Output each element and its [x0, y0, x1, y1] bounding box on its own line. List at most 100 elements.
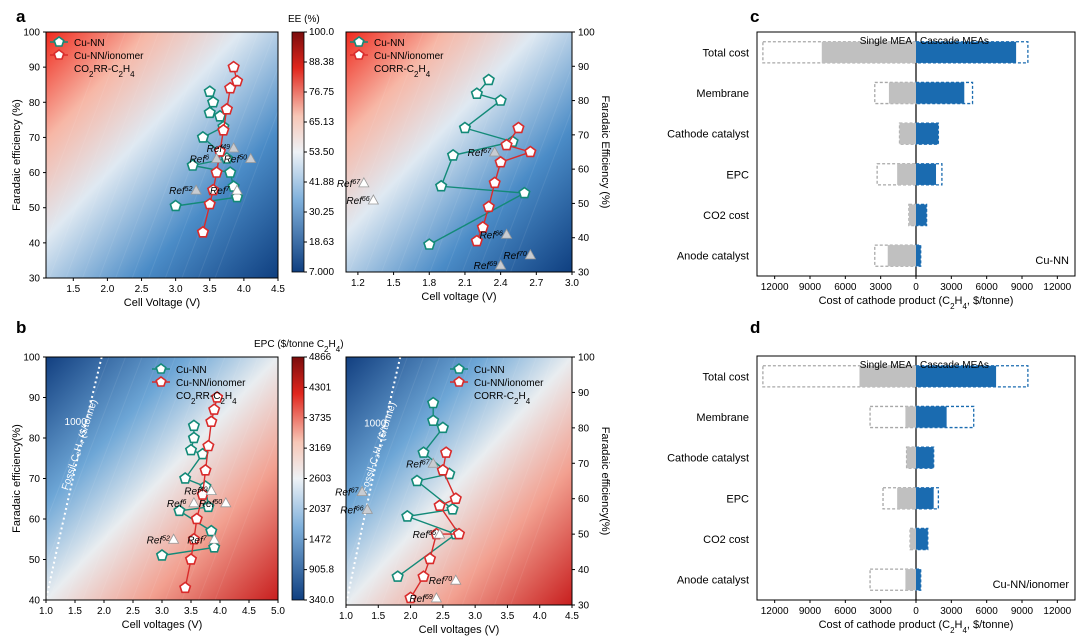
ref-label: Ref67 — [335, 487, 359, 499]
data-point — [470, 234, 484, 247]
ref-number: 7 — [226, 186, 231, 193]
x-tick-label: 9000 — [799, 282, 822, 293]
text-part: 2 — [514, 397, 519, 406]
y-tick-label: 60 — [29, 515, 41, 526]
data-point — [173, 504, 186, 517]
data-point — [53, 36, 65, 47]
contour-line — [32, 31, 127, 279]
colorbar-tick-label: 18.63 — [309, 237, 334, 248]
ref-number: 67 — [422, 459, 431, 466]
text-part: 4 — [232, 397, 237, 406]
y-tick-label: 90 — [29, 393, 41, 404]
y-tick-label: 40 — [29, 596, 41, 607]
y-axis-label: Faradaic efficiency(%) — [599, 427, 611, 536]
single-mea-bar — [887, 245, 916, 267]
single-mea-range — [762, 365, 917, 388]
ref-marker — [367, 194, 380, 205]
ref-marker — [208, 533, 220, 544]
colorbar-tick-label: 53.50 — [309, 147, 334, 158]
text-part: RR-C — [195, 391, 220, 402]
x-tick-label: 3000 — [870, 282, 893, 293]
ref-number: 6 — [205, 154, 209, 161]
colorbar-tick-label: 1472 — [309, 534, 332, 545]
x-tick-label: 1.8 — [422, 278, 436, 289]
category-label: Total cost — [703, 371, 749, 383]
ref-number: 66 — [362, 196, 370, 203]
heatmap-background — [46, 32, 278, 278]
x-tick-label: 4.5 — [242, 606, 256, 617]
legend-note: CORR-C2H4 — [374, 64, 431, 79]
x-tick-label: 1.5 — [371, 611, 385, 622]
data-point — [199, 463, 212, 476]
x-tick-label: 3.0 — [565, 278, 579, 289]
ref-number: 52 — [185, 186, 193, 193]
ref-label: Ref6 — [190, 154, 210, 166]
data-point — [203, 106, 216, 119]
colorbar-tick-label: 88.38 — [309, 57, 334, 68]
contour-line — [65, 356, 160, 601]
text-part: 2 — [220, 397, 225, 406]
x-tick-label: 2.5 — [436, 611, 450, 622]
ref-number: 52 — [162, 535, 170, 542]
ref-marker — [430, 592, 443, 603]
plot-frame — [345, 356, 573, 606]
x-tick-label: 4.0 — [237, 284, 251, 295]
text-part: 4 — [962, 626, 967, 635]
x-tick-label: 3.0 — [169, 284, 183, 295]
text-part: 2 — [118, 70, 123, 79]
y-axis-label: Faradaic Efficiency (%) — [599, 96, 611, 209]
single-mea-bar — [905, 569, 916, 591]
text-part: H — [225, 391, 232, 402]
colorbar-tick-label: 4301 — [309, 382, 332, 393]
x-tick-label: 1.5 — [387, 278, 401, 289]
ref-number: 67 — [483, 148, 492, 155]
x-tick-label: 2.7 — [529, 278, 543, 289]
cascade-mea-header: Cascade MEAs — [920, 360, 989, 371]
chart-c: Total cost Membrane Cathode catalyst EPC CO2… — [667, 31, 1076, 311]
ref-label: Ref67 — [337, 178, 361, 190]
series-line — [184, 397, 218, 589]
colorbar-tick-label: 3169 — [309, 443, 332, 454]
ref-marker — [167, 533, 180, 544]
cascade-mea-bar — [916, 528, 928, 550]
legend-entry: Cu-NN — [74, 38, 105, 49]
x-axis-label: Cell voltages (V) — [419, 624, 500, 636]
data-point — [203, 197, 216, 210]
contour-line — [181, 356, 276, 601]
y-tick-label: 50 — [29, 203, 41, 214]
contour-line — [164, 356, 259, 601]
single-mea-bar — [899, 123, 916, 145]
data-point — [423, 238, 436, 250]
data-point — [449, 492, 462, 505]
category-label: Membrane — [696, 412, 749, 424]
ref-label: Ref7 — [210, 186, 231, 198]
data-point — [488, 176, 501, 189]
x-tick-label: 5.0 — [271, 606, 285, 617]
cascade-mea-bar — [916, 365, 997, 387]
data-point — [353, 49, 365, 60]
contour-line — [397, 356, 489, 606]
x-tick-label: 12000 — [1043, 606, 1071, 617]
ref-marker — [205, 484, 217, 496]
data-point — [524, 145, 537, 158]
x-tick-label: 12000 — [761, 606, 789, 617]
contour-line — [364, 356, 457, 606]
data-point — [482, 200, 495, 213]
panel-c-letter: c — [750, 7, 759, 26]
ref-label: Ref49 — [207, 143, 230, 155]
x-tick-label: 1.0 — [39, 606, 53, 617]
single-mea-bar — [897, 487, 916, 509]
ref-number: 50 — [239, 154, 247, 161]
data-point — [53, 49, 65, 60]
data-point — [439, 446, 453, 458]
contour-line — [15, 31, 110, 279]
contour-line — [381, 31, 473, 273]
ref-number: 7 — [203, 535, 208, 542]
contour-line — [381, 356, 473, 606]
contour-line — [197, 356, 292, 601]
data-point — [494, 94, 507, 106]
colorbar-tick-label: 3735 — [309, 413, 332, 424]
cascade-mea-header: Cascade MEAs — [920, 36, 989, 47]
x-tick-label: 4.0 — [213, 606, 227, 617]
